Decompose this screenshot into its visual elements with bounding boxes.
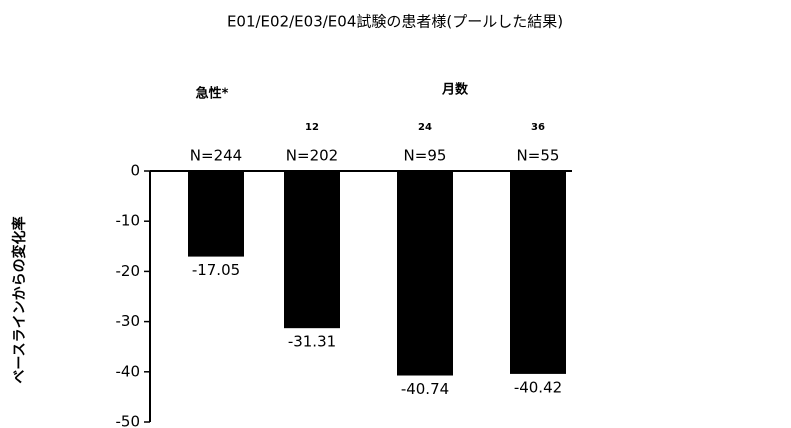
y-tick-label: -30 [116,312,141,330]
category-label: N=55 [517,147,560,165]
y-tick-label: -20 [116,262,141,280]
period-label: 36 [531,122,545,133]
y-axis-label: ベースラインからの変化率 [11,216,28,383]
period-label: 24 [418,122,432,133]
bar [397,171,453,376]
y-tick-label: -40 [116,362,141,380]
y-tick-label: -50 [116,413,141,428]
bar [188,171,244,257]
group-label: 急性* [196,86,229,102]
chart-title: E01/E02/E03/E04試験の患者様(プールした結果) [227,13,563,31]
category-label: N=244 [190,147,242,165]
category-label: N=202 [286,147,338,165]
value-label: -40.42 [514,378,562,396]
bar [510,171,566,374]
y-tick-label: -10 [116,212,141,230]
bar [284,171,340,329]
group-label: 月数 [441,82,469,98]
value-label: -17.05 [192,261,240,279]
category-label: N=95 [404,147,447,165]
value-label: -31.31 [288,333,336,351]
value-label: -40.74 [401,380,449,398]
y-tick-label: 0 [130,162,140,180]
period-label: 12 [305,122,319,133]
